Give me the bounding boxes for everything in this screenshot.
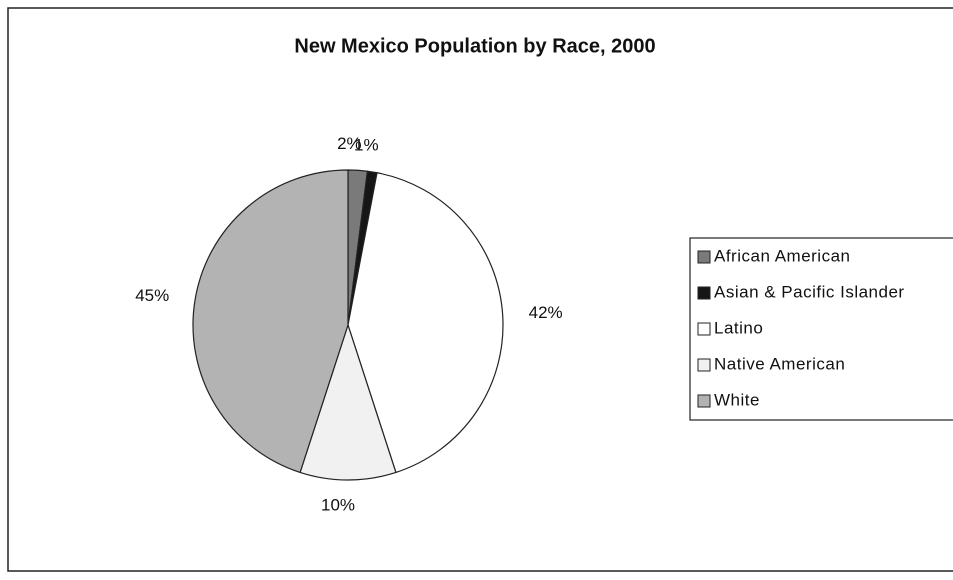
- data-label: 42%: [529, 303, 563, 322]
- pie-slice: [299, 323, 397, 481]
- legend-swatch: [697, 286, 711, 300]
- legend-label: White: [714, 390, 760, 409]
- pie-slice: [192, 169, 349, 474]
- legend-swatch: [697, 322, 711, 336]
- legend-swatch: [697, 250, 711, 264]
- legend-label: Latino: [714, 318, 763, 337]
- legend-label: Asian & Pacific Islander: [714, 282, 905, 301]
- pie-slice: [347, 172, 504, 474]
- legend-swatch: [697, 394, 711, 408]
- legend-label: Native American: [714, 354, 845, 373]
- legend-swatch: [697, 358, 711, 372]
- data-label: 2%: [337, 134, 362, 153]
- legend-box: [689, 237, 953, 421]
- data-label: 1%: [354, 136, 379, 155]
- chart-title: New Mexico Population by Race, 2000: [294, 35, 655, 57]
- data-label: 45%: [135, 286, 169, 305]
- legend-label: African American: [714, 246, 851, 265]
- data-label: 10%: [321, 495, 355, 514]
